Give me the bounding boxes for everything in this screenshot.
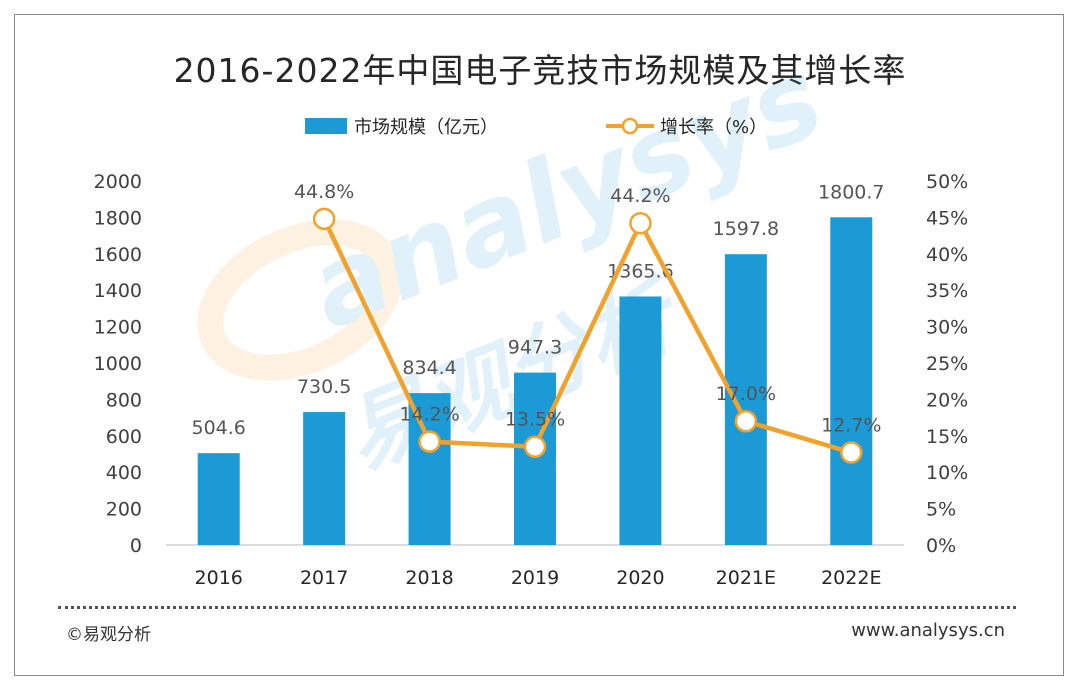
x-tick-label: 2019 <box>511 567 559 589</box>
y-right-tick-label: 50% <box>926 171 968 193</box>
y-left-tick-label: 200 <box>106 499 142 521</box>
y-right-tick-label: 10% <box>926 462 968 484</box>
bar <box>619 296 662 545</box>
growth-marker <box>629 211 652 235</box>
y-right-tick-label: 35% <box>926 280 968 302</box>
growth-marker <box>840 441 863 464</box>
x-tick-label: 2021E <box>716 567 776 589</box>
bar <box>197 453 240 545</box>
watermark-logo-shape <box>197 219 403 381</box>
bar-data-label: 834.4 <box>402 357 456 379</box>
x-tick-label: 2020 <box>616 567 664 589</box>
growth-data-label: 44.2% <box>610 185 670 207</box>
y-right-tick-label: 40% <box>926 244 968 266</box>
y-left-tick-label: 1200 <box>94 317 142 339</box>
growth-data-label: 13.5% <box>505 409 565 431</box>
chart-frame <box>14 14 1064 676</box>
legend-bar-label: 市场规模（亿元） <box>354 117 498 138</box>
y-left-tick-label: 1800 <box>94 207 142 229</box>
x-tick-label: 2017 <box>300 567 348 589</box>
y-right-tick-label: 25% <box>926 353 968 375</box>
bar-data-label: 1365.6 <box>607 260 673 282</box>
legend: 市场规模（亿元） 增长率（%） <box>305 117 767 138</box>
bar <box>408 393 451 545</box>
y-right-tick-label: 30% <box>926 317 968 339</box>
y-left-tick-label: 1000 <box>94 353 142 375</box>
bar-data-label: 1597.8 <box>713 218 779 240</box>
bar-labels: 504.6 730.5 834.4 947.3 1365.6 1597.8 1800.7 <box>192 181 885 439</box>
x-tick-label: 2018 <box>405 567 453 589</box>
growth-data-label: 14.2% <box>399 404 459 426</box>
bar-data-label: 730.5 <box>297 376 351 398</box>
footer-source: ©易观分析 <box>66 625 151 645</box>
bar-data-label: 947.3 <box>508 337 562 359</box>
y-right-tick-label: 0% <box>926 535 956 557</box>
growth-data-label: 17.0% <box>716 383 776 405</box>
y-left-tick-label: 2000 <box>94 171 142 193</box>
footer-site: www.analysys.cn <box>851 620 1005 641</box>
y-left-tick-label: 600 <box>106 426 142 448</box>
chart-title: 2016-2022年中国电子竞技市场规模及其增长率 <box>173 51 907 90</box>
y-right-tick-label: 15% <box>926 426 968 448</box>
y-left-tick-label: 0 <box>130 535 142 557</box>
legend-bar-swatch <box>305 118 347 134</box>
growth-marker <box>734 409 758 433</box>
growth-line <box>322 217 852 455</box>
bar-data-label: 1800.7 <box>818 181 884 203</box>
x-tick-label: 2016 <box>195 567 243 589</box>
y-right-tick-label: 45% <box>926 207 968 229</box>
y-left-tick-label: 1600 <box>94 244 142 266</box>
axes: 0 200 400 600 800 1000 1200 1400 1600 1800 2000 0% 5… <box>94 171 969 589</box>
growth-line-layer <box>312 207 863 464</box>
growth-data-label: 12.7% <box>821 415 881 437</box>
growth-labels: 44.8% 14.2% 13.5% 44.2% 17.0% 12.7% <box>294 181 882 437</box>
y-left-tick-label: 1400 <box>94 280 142 302</box>
y-right-tick-label: 20% <box>926 389 968 411</box>
bar <box>303 412 346 545</box>
bar <box>830 217 873 546</box>
footer-divider <box>58 606 1016 609</box>
bars <box>197 217 873 546</box>
growth-marker <box>312 207 336 231</box>
growth-marker <box>418 430 441 453</box>
y-right-tick-label: 5% <box>926 499 956 521</box>
growth-data-label: 44.8% <box>294 181 354 203</box>
legend-line-label: 增长率（%） <box>660 117 767 138</box>
bar <box>514 372 556 545</box>
growth-marker <box>523 435 547 458</box>
bar-data-label: 504.6 <box>192 417 246 439</box>
y-left-tick-label: 400 <box>106 462 142 484</box>
legend-line-marker <box>621 117 639 135</box>
x-tick-label: 2022E <box>821 567 881 589</box>
y-left-tick-label: 800 <box>106 389 142 411</box>
